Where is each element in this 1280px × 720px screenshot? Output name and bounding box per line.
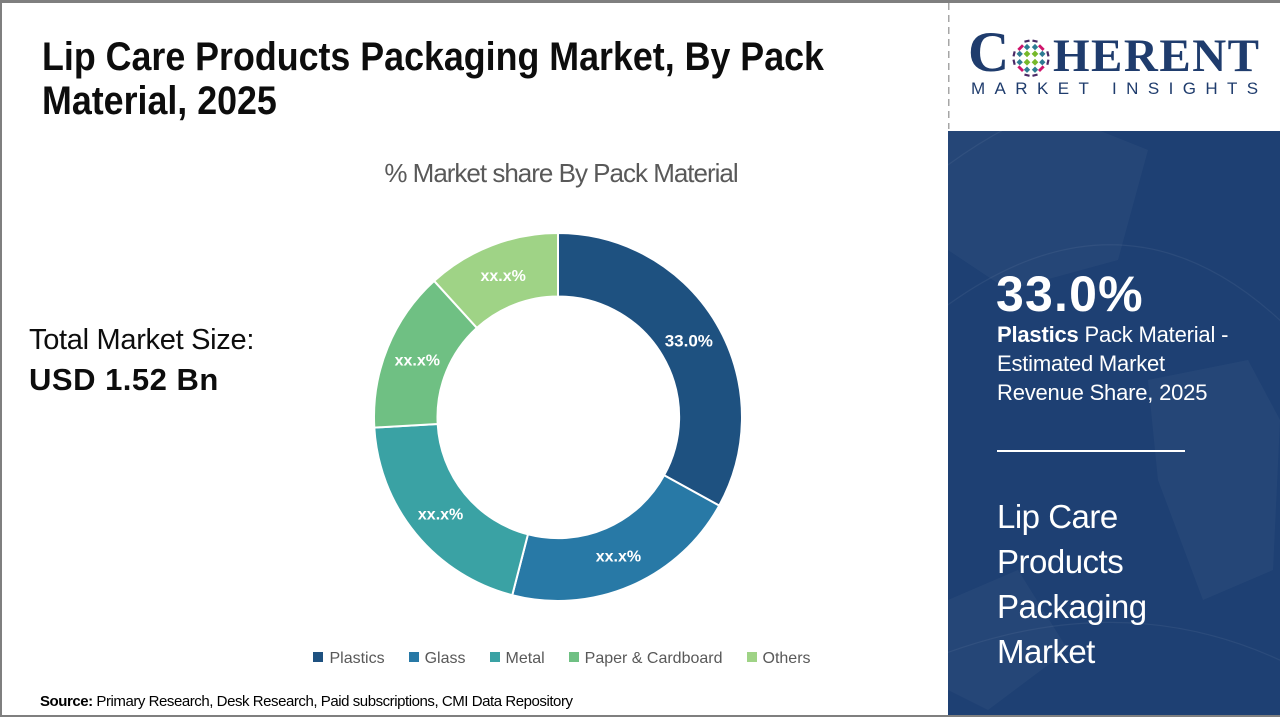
svg-text:xx.x%: xx.x% xyxy=(481,268,526,285)
svg-text:xx.x%: xx.x% xyxy=(596,549,641,566)
svg-text:xx.x%: xx.x% xyxy=(418,507,463,524)
svg-text:33.0%: 33.0% xyxy=(665,332,713,351)
svg-text:xx.x%: xx.x% xyxy=(395,353,440,370)
